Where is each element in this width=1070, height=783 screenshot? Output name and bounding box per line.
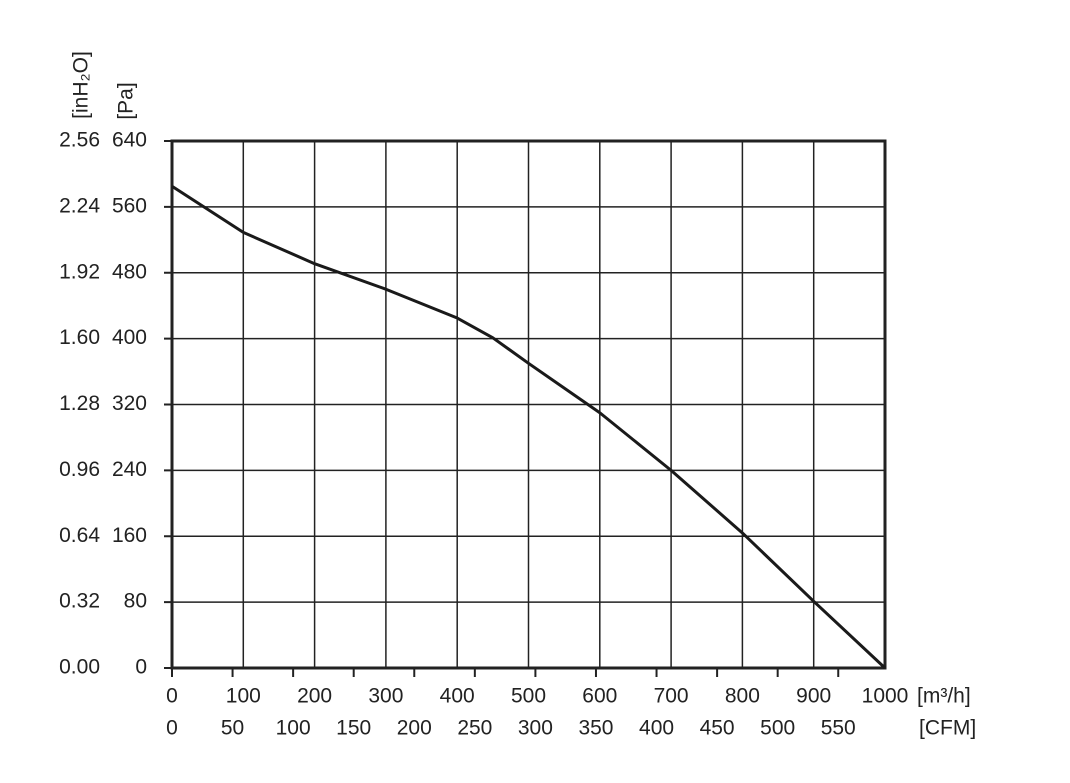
- y-tick-label: 480: [112, 260, 147, 283]
- x-tick-label: 100: [226, 685, 261, 708]
- y-tick-label: 240: [112, 458, 147, 481]
- y-tick-label: 320: [112, 392, 147, 415]
- x2-tick-label: 400: [639, 717, 674, 740]
- y2-tick-label: 1.28: [59, 392, 100, 415]
- x2-tick-label: 550: [821, 717, 856, 740]
- x2-tick-label: 300: [518, 717, 553, 740]
- x-tick-label: 200: [297, 685, 332, 708]
- curve: [171, 185, 887, 670]
- y2-tick-label: 0.32: [59, 590, 100, 613]
- x-tick-label: 500: [511, 685, 546, 708]
- y2-tick-label: 1.60: [59, 326, 100, 349]
- x-tick-label: 1000: [862, 685, 909, 708]
- x-tick-label: 700: [654, 685, 689, 708]
- y-axis-label: [Pa]: [115, 82, 138, 119]
- x2-axis-label: [CFM]: [919, 717, 976, 740]
- x-tick-label: 300: [368, 685, 403, 708]
- y2-tick-label: 0.00: [59, 656, 100, 679]
- x2-tick-label: 500: [760, 717, 795, 740]
- x2-tick-label: 50: [221, 717, 244, 740]
- x2-tick-label: 100: [276, 717, 311, 740]
- plot-frame: [170, 139, 887, 670]
- x-axis-label: [m³/h]: [917, 685, 971, 708]
- y-tick-label: 400: [112, 326, 147, 349]
- y2-tick-label: 0.64: [59, 524, 100, 547]
- x2-tick-label: 450: [700, 717, 735, 740]
- x-tick-label: 400: [440, 685, 475, 708]
- x2-tick-label: 250: [457, 717, 492, 740]
- x2-tick-label: 0: [166, 717, 178, 740]
- x2-tick-label: 150: [336, 717, 371, 740]
- y-tick-label: 160: [112, 524, 147, 547]
- x-tick-label: 600: [582, 685, 617, 708]
- y-tick-label: 80: [124, 590, 147, 613]
- y2-tick-label: 0.96: [59, 458, 100, 481]
- y2-axis-label: [inH₂O]: [70, 51, 93, 119]
- y2-tick-label: 2.24: [59, 194, 100, 217]
- x-tick-label: 0: [166, 685, 178, 708]
- y2-tick-label: 2.56: [59, 129, 100, 152]
- y2-tick-label: 1.92: [59, 260, 100, 283]
- y-tick-label: 640: [112, 129, 147, 152]
- x2-tick-label: 350: [578, 717, 613, 740]
- x-tick-label: 900: [796, 685, 831, 708]
- y-tick-label: 0: [135, 656, 147, 679]
- x-tick-label: 800: [725, 685, 760, 708]
- x2-tick-label: 200: [397, 717, 432, 740]
- y-tick-label: 560: [112, 194, 147, 217]
